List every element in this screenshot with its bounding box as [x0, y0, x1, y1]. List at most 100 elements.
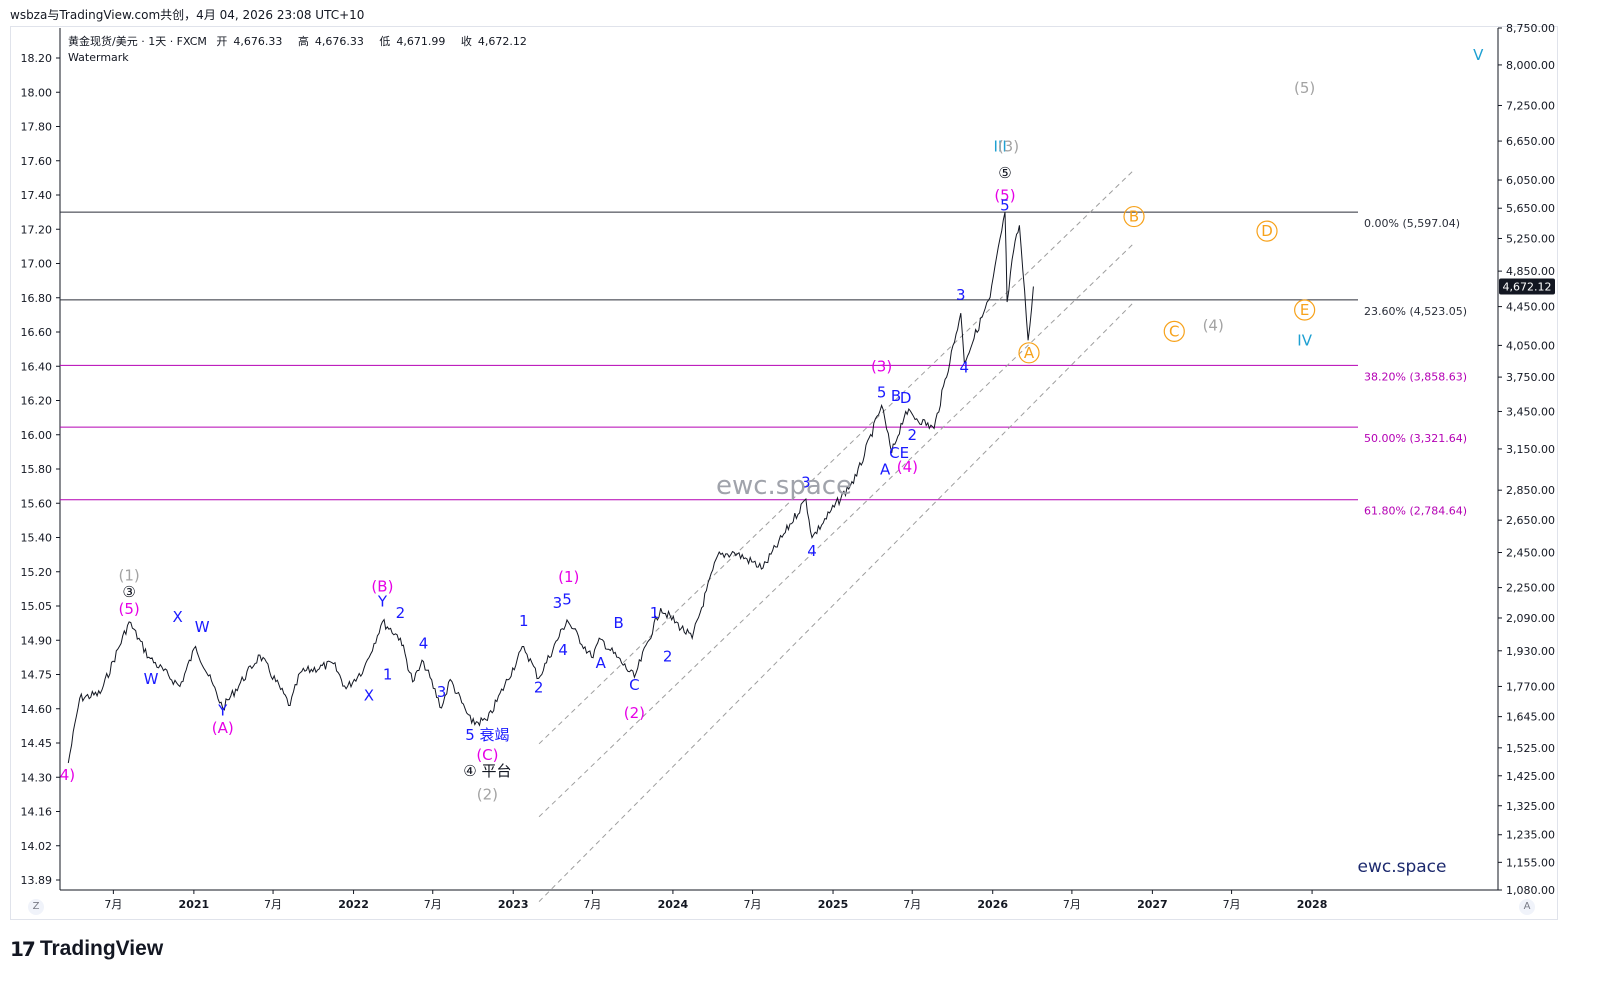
right-axis-tick-label: 1,080.00: [1506, 884, 1555, 897]
wave-label: ⑤: [998, 164, 1011, 182]
right-axis-tick-label: 1,525.00: [1506, 742, 1555, 755]
left-axis-tick-label: 16.60: [21, 326, 53, 339]
wave-label: X: [173, 608, 183, 626]
wave-label-circle: [1163, 320, 1185, 342]
right-axis-tick-label: 2,090.00: [1506, 612, 1555, 625]
wave-label: ④ 平台: [463, 762, 511, 780]
right-axis-tick-label: 6,650.00: [1506, 135, 1555, 148]
fib-level-label: 23.60% (4,523.05): [1364, 305, 1467, 318]
left-axis-tick-label: 16.20: [21, 395, 53, 408]
auto-scale-button[interactable]: A: [1519, 899, 1535, 915]
left-axis-tick-label: 18.20: [21, 52, 53, 65]
channel-line: [538, 242, 1135, 818]
wave-label-circle: [1123, 205, 1145, 228]
wave-label: 4: [959, 359, 969, 377]
time-axis-tick-label: 7月: [424, 898, 442, 911]
wave-label: (1): [118, 566, 139, 584]
low-value: 4,671.99: [396, 35, 446, 48]
wave-label: C: [1169, 322, 1179, 340]
wave-label: 5: [877, 383, 887, 401]
right-axis-tick-label: 4,450.00: [1506, 301, 1555, 314]
high-value: 4,676.33: [314, 35, 364, 48]
right-axis-tick-label: 8,750.00: [1506, 22, 1555, 35]
left-axis-tick-label: 14.45: [21, 737, 53, 750]
wave-label: (B): [371, 577, 393, 595]
left-axis-tick-label: 14.75: [21, 669, 53, 682]
wave-label-circle: [1294, 299, 1316, 321]
left-axis-tick-label: 17.00: [21, 258, 53, 271]
chart-attribution: wsbza与TradingView.com共创，4月 04, 2026 23:0…: [10, 8, 365, 22]
time-axis-tick-label: 2028: [1297, 898, 1328, 911]
chart-frame[interactable]: [10, 26, 1558, 920]
left-axis-tick-label: 14.90: [21, 634, 53, 647]
left-axis-tick-label: 17.40: [21, 189, 53, 202]
wave-label: 2: [396, 604, 406, 622]
high-label: 高: [297, 35, 309, 48]
channel-line: [538, 169, 1135, 745]
wave-label: (1): [558, 568, 579, 586]
left-axis-tick-label: 15.80: [21, 463, 53, 476]
open-value: 4,676.33: [233, 35, 283, 48]
wave-label: (5): [118, 600, 139, 618]
left-axis-tick-label: 16.80: [21, 292, 53, 305]
right-axis-tick-label: 1,645.00: [1506, 711, 1555, 724]
wave-label: 1: [383, 666, 393, 684]
time-axis-tick-label: 7月: [903, 898, 921, 911]
left-axis-tick-label: 16.40: [21, 360, 53, 373]
left-axis-tick-label: 15.60: [21, 497, 53, 510]
left-axis-tick-label: 18.00: [21, 86, 53, 99]
right-axis-tick-label: 2,450.00: [1506, 546, 1555, 559]
wave-label: D: [900, 389, 912, 407]
wave-label: (2): [624, 704, 645, 722]
right-axis-tick-label: 2,250.00: [1506, 582, 1555, 595]
fib-level-label: 50.00% (3,321.64): [1364, 432, 1467, 445]
wave-label: 5: [1000, 196, 1010, 214]
wave-label-circle: [1256, 220, 1278, 242]
timezone-button[interactable]: Z: [28, 899, 44, 915]
right-axis-tick-label: 6,050.00: [1506, 174, 1555, 187]
wave-label: (4): [1203, 316, 1224, 334]
bottom-right-watermark: ewc.space: [1358, 857, 1447, 877]
left-axis-tick-label: 15.40: [21, 532, 53, 545]
wave-label: 4: [807, 542, 817, 560]
wave-label: D: [1261, 222, 1273, 240]
time-axis-tick-label: 2023: [498, 898, 529, 911]
wave-label: B: [891, 387, 901, 405]
left-axis-tick-label: 17.80: [21, 121, 53, 134]
wave-label: E: [1300, 301, 1309, 319]
right-axis-tick-label: 4,850.00: [1506, 265, 1555, 278]
wave-label: 2: [534, 678, 544, 696]
left-axis-tick-label: 16.00: [21, 429, 53, 442]
left-axis-tick-label: 17.60: [21, 155, 53, 168]
wave-label: 1: [650, 604, 660, 622]
symbol-label[interactable]: 黄金现货/美元 · 1天 · FXCM: [68, 35, 207, 48]
wave-label: 3: [553, 594, 563, 612]
price-line[interactable]: [67, 211, 1034, 764]
wave-label: Y: [377, 592, 388, 610]
close-value: 4,672.12: [477, 35, 527, 48]
wave-label: B: [614, 614, 624, 632]
wave-label: 4: [419, 635, 429, 653]
time-axis-tick-label: 7月: [104, 898, 122, 911]
right-axis-tick-label: 2,650.00: [1506, 514, 1555, 527]
wave-label: Y: [217, 701, 228, 719]
wave-label: A: [1024, 344, 1035, 362]
watermark-indicator-label[interactable]: Watermark: [68, 51, 129, 64]
fib-level-label: 61.80% (2,784.64): [1364, 505, 1467, 518]
wave-label: (4): [897, 458, 918, 476]
ohlc-row: 黄金现货/美元 · 1天 · FXCM 开 4,676.33 高 4,676.33 …: [68, 34, 539, 50]
wave-label: A: [596, 654, 607, 672]
wave-label: 4: [558, 641, 568, 659]
wave-label: (C): [476, 746, 498, 764]
wave-label: 5 衰竭: [465, 726, 509, 744]
right-axis-tick-label: 5,250.00: [1506, 232, 1555, 245]
wave-label: CE: [889, 444, 909, 462]
time-axis-tick-label: 2021: [179, 898, 210, 911]
wave-label: X: [364, 687, 374, 705]
right-axis-tick-label: 4,050.00: [1506, 339, 1555, 352]
tradingview-logo[interactable]: 𝟭𝟳 TradingView: [10, 934, 163, 964]
wave-label: 2: [663, 648, 673, 666]
wave-label: C: [629, 676, 639, 694]
wave-label: 3: [956, 286, 966, 304]
